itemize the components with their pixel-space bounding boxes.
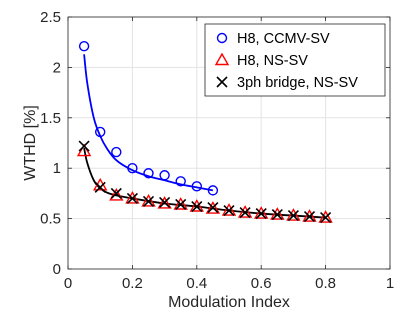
data-point-x (320, 212, 332, 224)
x-marker-stroke (175, 198, 187, 211)
data-point-circle (175, 176, 186, 187)
data-point-x (94, 181, 106, 193)
data-point-triangle (221, 203, 237, 216)
data-point-circle (191, 181, 203, 192)
data-point-x (239, 206, 251, 219)
data-point-x (287, 210, 299, 222)
x-tick-label: 0.8 (315, 275, 336, 292)
x-marker-stroke (303, 211, 316, 223)
data-markers (76, 41, 333, 224)
x-tick-label: 0.6 (251, 275, 272, 292)
x-marker-stroke (320, 212, 332, 224)
data-point-triangle (302, 209, 317, 222)
data-point-x (110, 187, 122, 199)
data-point-circle (159, 170, 170, 181)
data-point-triangle (318, 210, 333, 223)
data-point-x (223, 204, 235, 217)
data-point-x (142, 195, 155, 208)
data-point-triangle (189, 199, 205, 212)
axes-frame (67, 16, 391, 270)
y-axis-label: WTHD [%] (22, 105, 39, 181)
data-point-x (191, 200, 203, 213)
x-marker-stroke (94, 181, 106, 193)
data-point-x (175, 198, 187, 211)
x-marker-stroke (223, 204, 235, 217)
x-marker-stroke (239, 206, 251, 219)
y-tick-label: 2 (53, 59, 61, 76)
data-point-triangle (253, 206, 269, 219)
y-tick-label: 2.5 (40, 9, 61, 26)
data-point-circle (78, 41, 90, 52)
legend-marker-x (216, 76, 228, 88)
x-marker-stroke (191, 200, 203, 213)
data-point-x (159, 196, 171, 209)
data-point-x (271, 209, 283, 221)
y-tick-label: 0.5 (40, 211, 61, 228)
legend-entry-label: H8, NS-SV (237, 53, 308, 69)
x-marker-stroke (216, 76, 228, 88)
data-point-triangle (237, 205, 253, 218)
data-point-x (126, 192, 138, 205)
data-point-x (78, 140, 90, 152)
fit-curve-circle (83, 54, 214, 192)
x-marker-stroke (110, 187, 122, 199)
data-point-triangle (125, 191, 140, 204)
x-tick-label: 0 (64, 275, 72, 292)
legend-entry-label: H8, CCMV-SV (237, 31, 330, 47)
data-point-triangle (141, 194, 156, 207)
data-point-x (255, 207, 267, 220)
y-tick-label: 1 (53, 160, 61, 177)
data-point-circle (127, 162, 138, 174)
data-point-triangle (109, 188, 124, 201)
data-point-triangle (270, 207, 285, 220)
data-point-x (303, 211, 316, 223)
data-point-circle (111, 146, 122, 158)
y-tick-label: 1.5 (40, 110, 61, 127)
x-marker-stroke (78, 140, 90, 152)
data-point-triangle (157, 196, 172, 209)
x-marker-stroke (207, 201, 219, 214)
legend: H8, CCMV-SV H8, NS-SV 3ph bridge, NS-SV (204, 23, 386, 97)
data-point-triangle (286, 208, 301, 221)
data-point-x (207, 201, 219, 214)
legend-box (204, 23, 386, 97)
legend-marker-circle (216, 32, 228, 44)
data-point-circle (207, 185, 219, 196)
data-point-triangle (76, 143, 92, 157)
x-marker-stroke (255, 207, 267, 220)
axis-ticks: 0 0.2 0.4 0.6 0.8 1 0 0.5 1 1.5 2 2.5 (40, 9, 394, 292)
data-point-circle (94, 126, 106, 138)
data-point-triangle (205, 201, 221, 214)
x-tick-label: 1 (386, 275, 394, 292)
legend-entry-label: 3ph bridge, NS-SV (237, 75, 358, 91)
x-tick-label: 0.4 (186, 275, 207, 292)
x-marker-stroke (159, 196, 171, 209)
x-axis-label: Modulation Index (168, 294, 290, 311)
x-marker-stroke (126, 192, 138, 205)
y-tick-label: 0 (53, 261, 61, 278)
x-tick-label: 0.2 (122, 275, 143, 292)
data-point-triangle (173, 197, 188, 210)
x-marker-stroke (271, 209, 283, 221)
legend-marker-triangle (214, 52, 230, 66)
x-marker-stroke (287, 210, 299, 222)
data-point-circle (143, 168, 154, 179)
x-marker-stroke (142, 195, 155, 208)
